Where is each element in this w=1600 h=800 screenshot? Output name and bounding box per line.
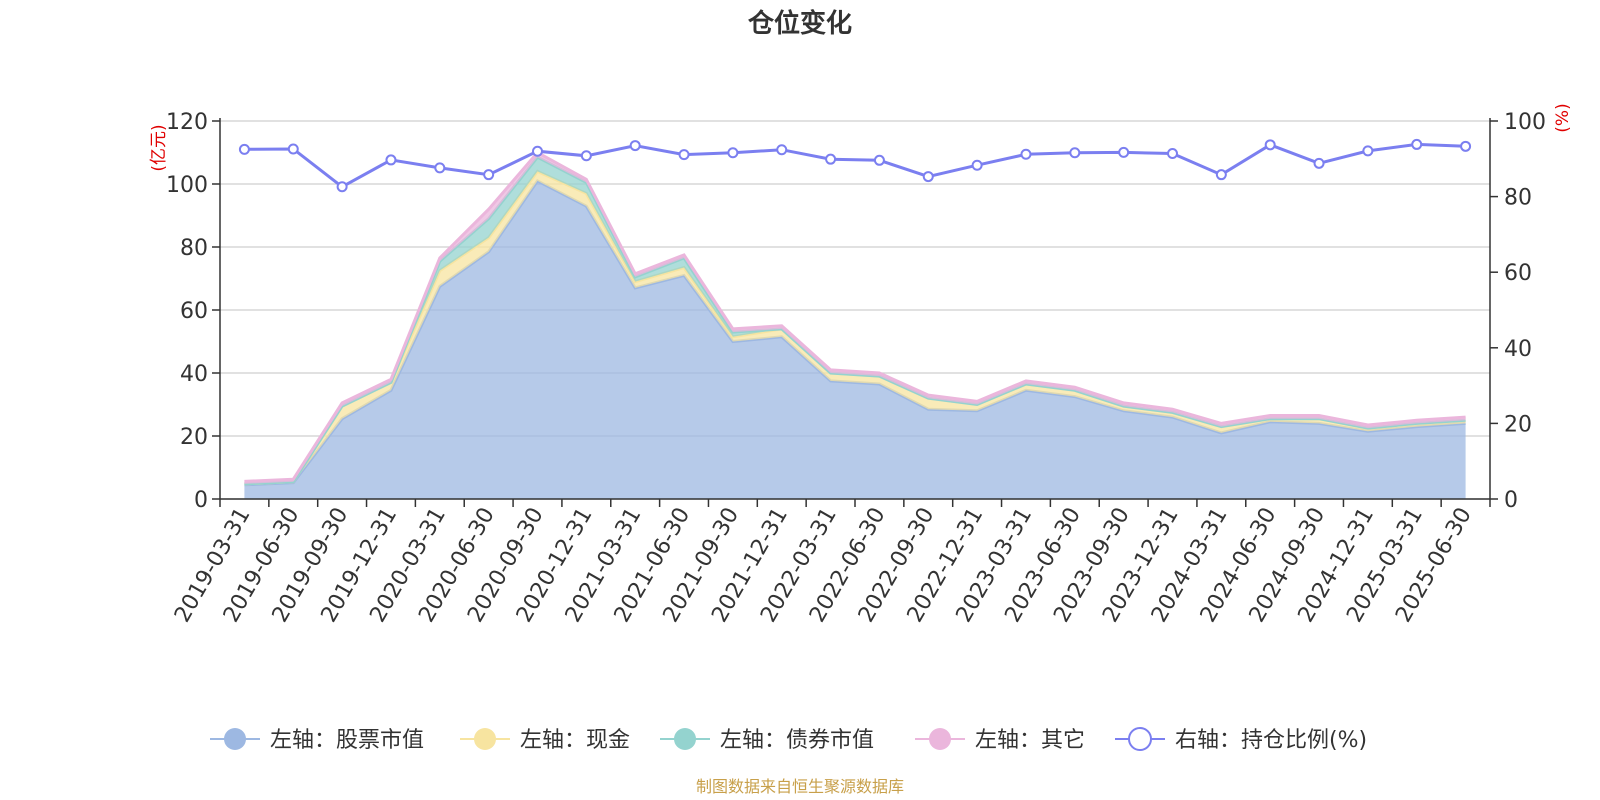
legend: 左轴：股票市值 左轴：现金 左轴：债券市值 左轴：其它 右轴：持仓比例(%) [210, 727, 1367, 753]
ratio-point [1069, 147, 1081, 159]
legend-label: 左轴：其它 [975, 728, 1085, 753]
left-axis-tick-label: 0 [194, 488, 208, 513]
ratio-point [1215, 169, 1227, 181]
ratio-point [727, 147, 739, 159]
right-axis-unit: (%) [1553, 103, 1573, 132]
ratio-point [971, 159, 983, 171]
area-top-line-4 [244, 150, 1466, 483]
data-source-note: 制图数据来自恒生聚源数据库 [696, 777, 904, 796]
ratio-point [336, 181, 348, 193]
ratio-point [434, 162, 446, 174]
ratio-point [483, 169, 495, 181]
legend-marker [224, 728, 246, 750]
area-top-line-1 [244, 178, 1466, 487]
right-axis-tick-label: 60 [1504, 261, 1532, 286]
ratio-point [1167, 148, 1178, 160]
left-axis-tick-label: 80 [180, 236, 208, 261]
left-axis-unit: (亿元) [149, 124, 169, 171]
ratio-point [1460, 140, 1472, 152]
stacked-area-layer [244, 150, 1466, 499]
ratio-line [244, 142, 1466, 189]
ratio-point [1313, 157, 1325, 169]
legend-marker [929, 728, 951, 750]
ratio-point [629, 140, 641, 152]
ratio-line-layer [238, 138, 1472, 193]
legend-marker [674, 728, 696, 750]
ratio-point [287, 143, 299, 155]
right-axis-tick-label: 20 [1504, 412, 1532, 437]
axes: 0204060801001200204060801002019-03-31201… [166, 110, 1546, 627]
left-axis-tick-label: 40 [180, 362, 208, 387]
ratio-point [1411, 138, 1423, 150]
ratio-point [922, 171, 934, 183]
ratio-point [873, 154, 885, 166]
right-axis-tick-label: 100 [1504, 110, 1546, 135]
left-axis-tick-label: 60 [180, 299, 208, 324]
legend-item: 左轴：债券市值 [660, 728, 874, 753]
ratio-point [776, 144, 788, 156]
ratio-point [532, 145, 543, 157]
ratio-point [1020, 148, 1032, 160]
ratio-point [1118, 146, 1130, 158]
legend-item: 左轴：其它 [915, 728, 1085, 753]
legend-label: 右轴：持仓比例(%) [1175, 728, 1367, 753]
ratio-point [580, 150, 592, 162]
ratio-point [385, 154, 397, 166]
legend-label: 左轴：现金 [520, 728, 630, 753]
legend-label: 左轴：债券市值 [720, 728, 874, 753]
left-axis-tick-label: 120 [166, 110, 208, 135]
right-axis-tick-label: 40 [1504, 337, 1532, 362]
ratio-point [825, 153, 837, 165]
legend-item: 左轴：现金 [460, 728, 630, 753]
ratio-point [678, 149, 690, 161]
right-axis-tick-label: 0 [1504, 488, 1518, 513]
legend-item: 右轴：持仓比例(%) [1115, 727, 1367, 753]
right-axis-tick-label: 80 [1504, 186, 1532, 211]
ratio-point [238, 143, 250, 155]
ratio-point [1264, 139, 1276, 151]
legend-marker [1128, 727, 1152, 751]
legend-item: 左轴：股票市值 [210, 728, 424, 753]
left-axis-tick-label: 20 [180, 425, 208, 450]
legend-label: 左轴：股票市值 [270, 728, 424, 753]
left-axis-tick-label: 100 [166, 173, 208, 198]
legend-marker [474, 728, 496, 750]
area-1 [244, 180, 1466, 499]
chart-title: 仓位变化 [747, 8, 852, 39]
ratio-point [1362, 145, 1374, 157]
